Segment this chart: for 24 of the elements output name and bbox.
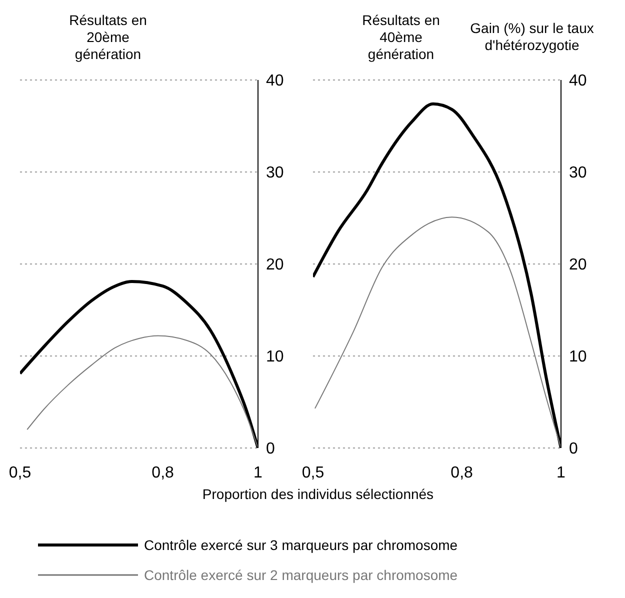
- chart-title: Résultats en 40ème génération: [361, 12, 441, 63]
- y-tick-label: 40: [569, 72, 587, 90]
- y-tick-label: 20: [569, 256, 587, 274]
- y-tick-label: 10: [266, 348, 284, 366]
- x-tick-label: 1: [556, 464, 566, 482]
- line-series: [26, 335, 258, 448]
- x-tick-label: 0,8: [152, 464, 174, 482]
- y-tick-label: 10: [569, 348, 587, 366]
- x-tick-label: 0,5: [8, 464, 32, 482]
- y-axis-title: Gain (%) sur le taux d'hétérozygotie: [469, 20, 595, 54]
- line-series: [314, 216, 561, 448]
- y-tick-label: 0: [266, 440, 275, 458]
- y-tick-label: 20: [266, 256, 284, 274]
- text: Contrôle exercé sur 2 marqueurs par chromosome: [144, 567, 458, 583]
- y-tick-label: 30: [569, 164, 587, 182]
- text: Contrôle exercé sur 3 marqueurs par chromosome: [144, 537, 458, 553]
- x-tick-label: 1: [254, 464, 263, 482]
- x-axis-title: Proportion des individus sélectionnés: [201, 486, 435, 502]
- y-tick-label: 0: [569, 440, 578, 458]
- y-tick-label: 30: [266, 164, 284, 182]
- chart-title: Résultats en 20ème génération: [68, 12, 148, 63]
- x-tick-label: 0,5: [302, 464, 324, 482]
- y-tick-label: 40: [266, 72, 284, 90]
- x-tick-label: 0,8: [450, 464, 474, 482]
